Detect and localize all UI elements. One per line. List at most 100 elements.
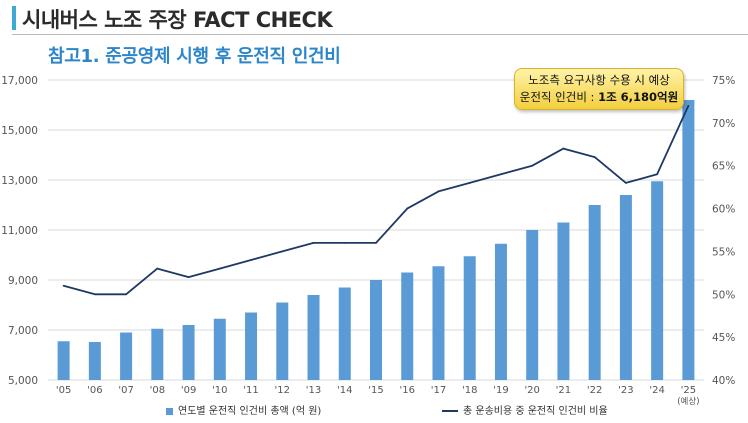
bar-series: [57, 100, 695, 380]
header-divider: [12, 34, 748, 35]
line-point: [593, 156, 596, 159]
left-tick-label: 9,000: [8, 275, 38, 287]
bar: [276, 302, 289, 380]
right-tick-label: 65%: [712, 161, 735, 173]
bar: [245, 312, 258, 380]
x-tick-label: '25: [681, 385, 696, 396]
bar: [651, 181, 664, 380]
bar: [494, 243, 507, 380]
bar: [526, 230, 539, 380]
x-tick-label: '14: [337, 385, 352, 396]
header-accent-bar: [12, 6, 16, 30]
bar: [338, 287, 351, 380]
x-tick-label: '12: [275, 385, 290, 396]
line-point: [187, 276, 190, 279]
chart-title: 참고1. 준공영제 시행 후 운전직 인건비: [48, 46, 341, 67]
left-tick-label: 15,000: [1, 125, 38, 137]
left-tick-label: 11,000: [1, 225, 38, 237]
left-tick-label: 7,000: [8, 325, 38, 337]
line-point: [125, 293, 127, 296]
line-point: [406, 207, 409, 210]
x-tick-label: '10: [212, 385, 227, 396]
bar: [307, 295, 320, 380]
x-tick-label: '13: [306, 385, 321, 396]
x-tick-label: '21: [556, 385, 571, 396]
bar: [557, 222, 570, 380]
x-tick-label: '22: [587, 385, 602, 396]
x-tick-label: '17: [431, 385, 446, 396]
bar: [588, 205, 601, 380]
right-tick-label: 75%: [712, 75, 735, 87]
left-tick-label: 5,000: [8, 375, 38, 387]
right-tick-label: 50%: [712, 289, 735, 301]
bar: [370, 280, 382, 380]
line-point: [375, 241, 377, 244]
left-tick-label: 17,000: [1, 75, 38, 87]
bar: [151, 328, 164, 380]
x-tick-label: '18: [462, 385, 477, 396]
legend-line: 총 운송비용 중 운전직 인건비 비율: [442, 402, 608, 417]
line-point: [687, 104, 690, 107]
x-tick-label: '16: [399, 385, 414, 396]
legend-bar: 연도별 운전직 인건비 총액 (억 원): [166, 402, 321, 417]
bar: [682, 100, 695, 380]
callout-line-1: 노조측 요구사항 수용 시 예상: [528, 73, 670, 87]
line-point: [500, 173, 502, 176]
line-point: [93, 293, 96, 296]
x-tick-label: '23: [618, 385, 633, 396]
bar: [401, 272, 414, 380]
line-point: [250, 259, 252, 261]
left-axis: 5,000 7,000 9,000 11,000 13,000 15,000 17,000: [1, 75, 38, 387]
x-tick-label: '11: [243, 385, 258, 396]
bar: [432, 266, 445, 380]
x-tick-note: (예상): [677, 396, 699, 407]
line-point: [437, 190, 440, 193]
x-tick-label: '05: [56, 385, 71, 396]
right-tick-label: 70%: [712, 118, 735, 130]
legend-line-label: 총 운송비용 중 운전직 인건비 비율: [463, 406, 608, 417]
line-point: [62, 284, 65, 287]
right-axis: 40% 45% 50% 55% 60% 65% 70% 75%: [712, 75, 735, 387]
right-tick-label: 55%: [712, 246, 735, 258]
line-point: [312, 241, 315, 244]
left-tick-label: 13,000: [1, 175, 38, 187]
bar: [120, 332, 133, 380]
line-point: [531, 164, 534, 167]
line-point: [218, 267, 221, 270]
bar: [463, 256, 476, 380]
x-tick-label: '07: [118, 385, 133, 396]
x-tick-label: '06: [87, 385, 102, 396]
x-axis: '05 '06 '07 '08 '09 '10 '11 '12 '13 '14 '15 '16 '17 '…: [56, 385, 700, 407]
x-tick-label: '09: [181, 385, 196, 396]
line-point: [343, 241, 346, 244]
forecast-callout: 노조측 요구사항 수용 시 예상 운전직 인건비 : 1조 6,180억원: [514, 68, 684, 110]
callout-line-2-prefix: 운전직 인건비 :: [519, 90, 599, 104]
page-title: 시내버스 노조 주장 FACT CHECK: [22, 8, 333, 32]
bar: [619, 195, 632, 380]
right-tick-label: 45%: [712, 332, 735, 344]
line-point: [656, 173, 659, 176]
bar: [88, 342, 101, 380]
bar: [57, 341, 70, 380]
x-tick-label: '15: [368, 385, 383, 396]
x-tick-label: '19: [493, 385, 508, 396]
right-tick-label: 40%: [712, 375, 735, 387]
line-series: [62, 104, 690, 296]
line-point: [468, 181, 471, 184]
bar: [182, 325, 195, 380]
line-point: [281, 250, 284, 253]
x-tick-label: '20: [524, 385, 539, 396]
line-point: [562, 147, 565, 150]
callout-value: 1조 6,180억원: [598, 90, 679, 104]
right-tick-label: 60%: [712, 204, 735, 216]
legend-bar-label: 연도별 운전직 인건비 총액 (억 원): [178, 406, 322, 417]
x-tick-label: '24: [649, 385, 664, 396]
line-point: [625, 181, 627, 184]
bar: [213, 318, 226, 380]
line-point: [156, 267, 159, 270]
legend-line-swatch: [442, 410, 458, 412]
legend-bar-swatch: [166, 407, 173, 415]
callout-line-2: 운전직 인건비 : 1조 6,180억원: [515, 89, 683, 106]
x-tick-label: '08: [150, 385, 165, 396]
